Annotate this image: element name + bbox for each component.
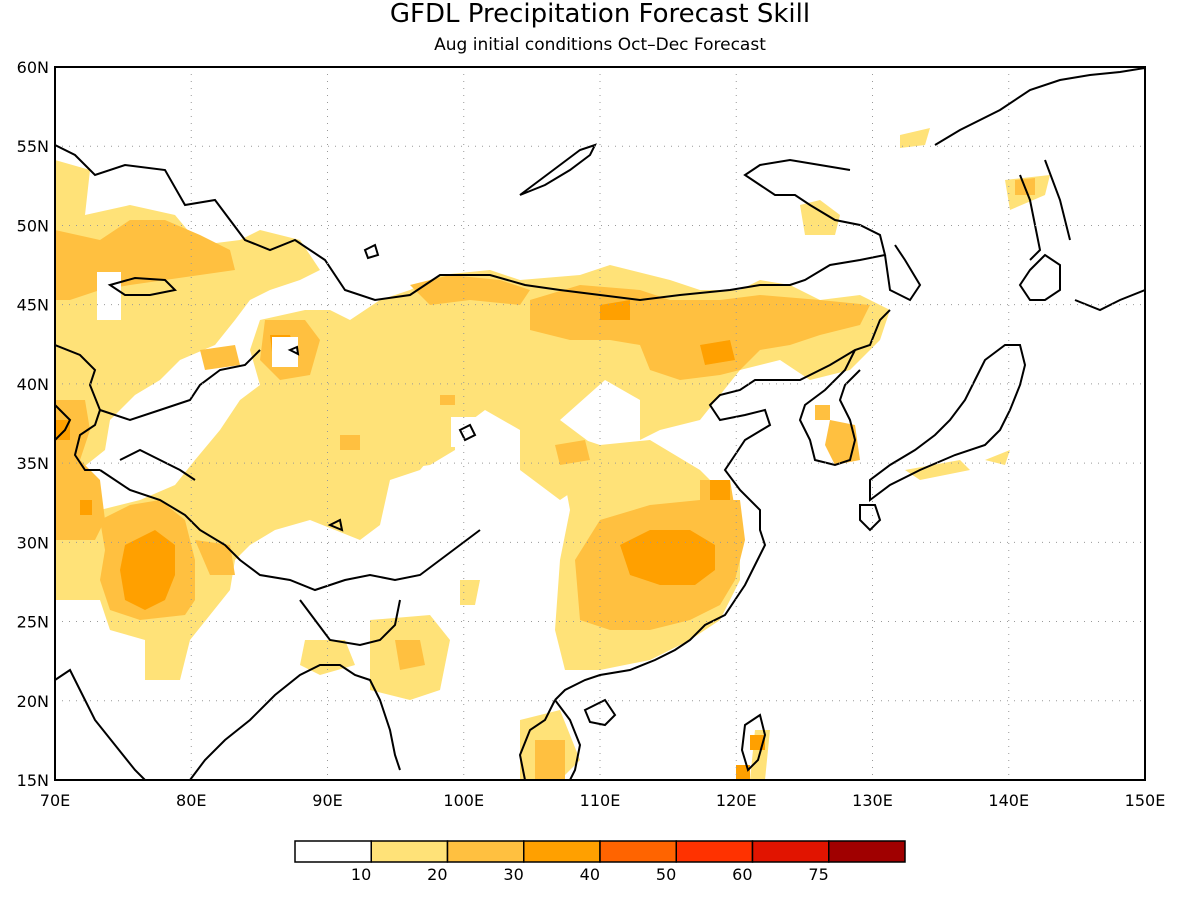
skill-shading [55, 128, 1050, 780]
lon-tick-label: 100E [443, 791, 484, 810]
lon-tick-label: 110E [580, 791, 621, 810]
lat-tick-label: 30N [17, 533, 49, 552]
lat-tick-label: 25N [17, 613, 49, 632]
lon-tick-label: 140E [988, 791, 1029, 810]
colorbar-label: 50 [656, 865, 676, 884]
skill-gaps [97, 272, 476, 447]
colorbar-label: 60 [732, 865, 752, 884]
colorbar: 10 20 30 40 50 60 75 [294, 840, 906, 884]
lat-tick-labels: 15N 20N 25N 30N 35N 40N 45N 50N 55N 60N [17, 58, 49, 790]
lon-tick-label: 150E [1125, 791, 1166, 810]
map-title: GFDL Precipitation Forecast Skill [390, 0, 810, 29]
map-subtitle: Aug initial conditions Oct–Dec Forecast [434, 35, 766, 55]
colorbar-swatch [751, 840, 830, 863]
lon-tick-label: 130E [852, 791, 893, 810]
lat-tick-label: 40N [17, 375, 49, 394]
lat-tick-label: 50N [17, 216, 49, 235]
colorbar-label: 40 [580, 865, 600, 884]
colorbar-swatch [675, 840, 754, 863]
lon-tick-labels: 70E 80E 90E 100E 110E 120E 130E 140E 150E [40, 791, 1166, 810]
lat-tick-label: 60N [17, 58, 49, 77]
colorbar-label: 10 [351, 865, 371, 884]
lon-tick-label: 120E [716, 791, 757, 810]
colorbar-swatch [599, 840, 677, 863]
colorbar-swatch [294, 840, 372, 863]
colorbar-swatch [370, 840, 449, 863]
gridlines [55, 67, 1145, 780]
lat-tick-label: 45N [17, 296, 49, 315]
colorbar-swatch [523, 840, 601, 863]
coastlines [55, 67, 1145, 780]
lon-tick-label: 80E [176, 791, 206, 810]
skill-band-30-40 [55, 300, 765, 780]
colorbar-swatch [828, 840, 906, 863]
colorbar-label: 75 [808, 865, 828, 884]
lat-tick-label: 35N [17, 454, 49, 473]
lat-tick-label: 55N [17, 137, 49, 156]
plot-frame [54, 66, 1146, 781]
lat-tick-label: 15N [17, 771, 49, 790]
colorbar-label: 30 [503, 865, 523, 884]
colorbar-label: 20 [427, 865, 447, 884]
lat-tick-label: 20N [17, 692, 49, 711]
colorbar-swatch [446, 840, 525, 863]
lon-tick-label: 90E [312, 791, 342, 810]
lon-tick-label: 70E [40, 791, 70, 810]
